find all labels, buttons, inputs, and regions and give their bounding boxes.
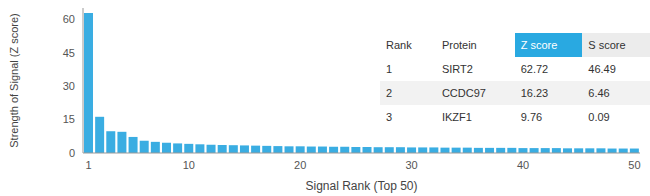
html-text:0.09: 0.09 [588, 111, 610, 123]
html-text:1: 1 [386, 63, 393, 75]
html-text:16.23: 16.23 [520, 87, 549, 99]
html-text:62.72: 62.72 [520, 63, 549, 75]
html-text:Protein: Protein [441, 39, 477, 51]
html-text:9.76: 9.76 [520, 111, 543, 123]
html-text:2: 2 [386, 87, 393, 99]
html-text:46.49: 46.49 [588, 63, 616, 75]
svg-text:10: 10 [183, 159, 195, 171]
html-text:Rank: Rank [386, 39, 412, 51]
svg-text:Signal Rank (Top 50): Signal Rank (Top 50) [305, 179, 417, 193]
svg-text:60: 60 [63, 13, 75, 25]
html-text:6.46: 6.46 [588, 87, 610, 99]
svg-text:45: 45 [63, 47, 75, 59]
svg-text:30: 30 [406, 159, 418, 171]
html-text:Z score: Z score [520, 39, 558, 51]
html-text:SIRT2: SIRT2 [441, 63, 473, 75]
svg-text:50: 50 [628, 159, 640, 171]
svg-text:20: 20 [294, 159, 306, 171]
svg-text:30: 30 [63, 80, 75, 92]
html-text:3: 3 [386, 111, 393, 123]
svg-text:Strength of Signal (Z score): Strength of Signal (Z score) [8, 13, 20, 148]
html-text:IKZF1: IKZF1 [441, 111, 472, 123]
svg-text:40: 40 [517, 159, 529, 171]
html-text:CCDC97: CCDC97 [441, 87, 486, 99]
html-text:S score: S score [588, 39, 626, 51]
svg-text:0: 0 [69, 147, 75, 159]
svg-text:1: 1 [86, 159, 92, 171]
svg-text:15: 15 [63, 113, 75, 125]
